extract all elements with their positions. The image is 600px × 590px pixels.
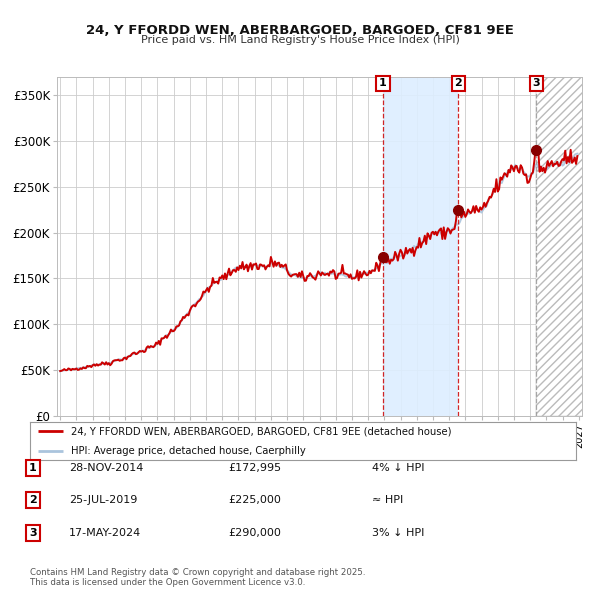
Text: £225,000: £225,000 xyxy=(228,496,281,505)
Text: 4% ↓ HPI: 4% ↓ HPI xyxy=(372,463,425,473)
Text: 24, Y FFORDD WEN, ABERBARGOED, BARGOED, CF81 9EE (detached house): 24, Y FFORDD WEN, ABERBARGOED, BARGOED, … xyxy=(71,427,451,437)
Text: 1: 1 xyxy=(29,463,37,473)
Text: 28-NOV-2014: 28-NOV-2014 xyxy=(69,463,143,473)
Text: 3: 3 xyxy=(29,528,37,537)
Text: ≈ HPI: ≈ HPI xyxy=(372,496,403,505)
Bar xyxy=(536,77,587,416)
Text: 2: 2 xyxy=(454,78,462,88)
Text: 25-JUL-2019: 25-JUL-2019 xyxy=(69,496,137,505)
Text: £290,000: £290,000 xyxy=(228,528,281,537)
Text: 2: 2 xyxy=(29,496,37,505)
Text: 1: 1 xyxy=(379,78,387,88)
Bar xyxy=(383,77,458,416)
Text: £172,995: £172,995 xyxy=(228,463,281,473)
Text: 3: 3 xyxy=(532,78,540,88)
Text: Price paid vs. HM Land Registry's House Price Index (HPI): Price paid vs. HM Land Registry's House … xyxy=(140,35,460,45)
Text: HPI: Average price, detached house, Caerphilly: HPI: Average price, detached house, Caer… xyxy=(71,445,306,455)
Text: 17-MAY-2024: 17-MAY-2024 xyxy=(69,528,141,537)
Text: Contains HM Land Registry data © Crown copyright and database right 2025.
This d: Contains HM Land Registry data © Crown c… xyxy=(30,568,365,587)
Text: 3% ↓ HPI: 3% ↓ HPI xyxy=(372,528,424,537)
Text: 24, Y FFORDD WEN, ABERBARGOED, BARGOED, CF81 9EE: 24, Y FFORDD WEN, ABERBARGOED, BARGOED, … xyxy=(86,24,514,37)
